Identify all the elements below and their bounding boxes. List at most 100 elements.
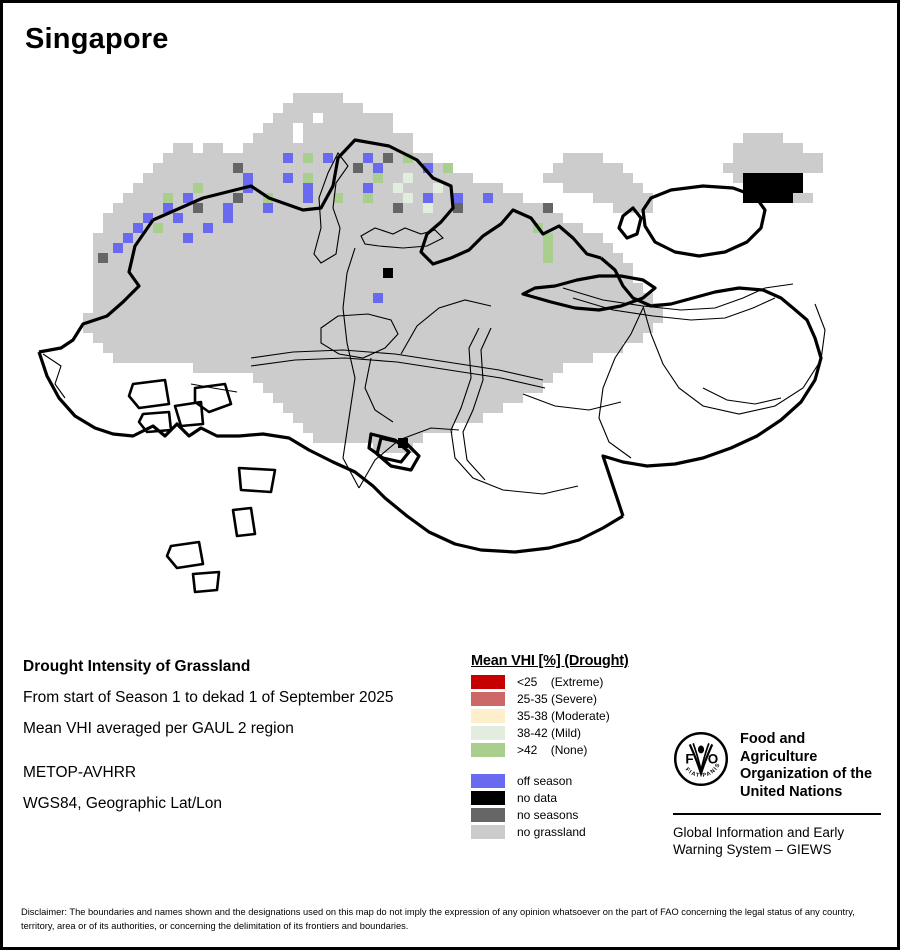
raster-run-no-grassland bbox=[293, 263, 633, 273]
raster-cell-off-season bbox=[423, 193, 433, 203]
raster-run-no-grassland bbox=[93, 233, 393, 243]
raster-cell-off-season bbox=[323, 153, 333, 163]
raster-run-no-grassland bbox=[283, 243, 613, 253]
raster-run-no-grassland bbox=[733, 143, 803, 153]
svg-text:O: O bbox=[708, 751, 718, 766]
map-caption: Drought Intensity of Grassland From star… bbox=[23, 658, 463, 826]
raster-cell-off-season bbox=[363, 153, 373, 163]
legend-swatch-off-season bbox=[471, 773, 505, 788]
legend-row-severe[interactable]: 25-35 (Severe) bbox=[471, 690, 681, 707]
caption-line-projection: WGS84, Geographic Lat/Lon bbox=[23, 795, 223, 813]
legend-row-mild[interactable]: 38-42 (Mild) bbox=[471, 724, 681, 741]
map-legend: Mean VHI [%] (Drought) <25 (Extreme) 25-3… bbox=[471, 653, 681, 840]
raster-run-no-grassland bbox=[733, 153, 823, 163]
raster-cell-mild bbox=[403, 193, 413, 203]
raster-run-no-data bbox=[743, 183, 803, 193]
caption-line-sensor: METOP-AVHRR bbox=[23, 764, 137, 782]
raster-cell-none bbox=[193, 183, 203, 193]
legend-swatch-none bbox=[471, 742, 505, 757]
raster-run-no-grassland bbox=[253, 373, 553, 383]
legend-row-none[interactable]: >42 (None) bbox=[471, 741, 681, 758]
raster-run-no-grassland bbox=[283, 213, 563, 223]
raster-run-no-grassland bbox=[303, 423, 453, 433]
raster-cell-off-season bbox=[373, 293, 383, 303]
raster-cell-off-season bbox=[223, 203, 233, 213]
raster-cell-off-season bbox=[303, 193, 313, 203]
raster-cell-none bbox=[443, 163, 453, 173]
raster-cell-no-data bbox=[383, 268, 393, 278]
raster-cell-no-seasons bbox=[453, 203, 463, 213]
raster-run-no-grassland bbox=[303, 273, 633, 283]
raster-run-no-grassland bbox=[323, 113, 393, 123]
legend-label-severe: 25-35 (Severe) bbox=[517, 691, 598, 706]
raster-run-no-grassland bbox=[113, 353, 593, 363]
raster-cell-off-season bbox=[183, 193, 193, 203]
raster-run-no-grassland bbox=[293, 93, 343, 103]
raster-cell-none bbox=[543, 243, 553, 253]
giews-subtitle: Global Information and Early Warning Syst… bbox=[673, 824, 845, 858]
raster-run-no-grassland bbox=[293, 143, 413, 153]
legend-row-moderate[interactable]: 35-38 (Moderate) bbox=[471, 707, 681, 724]
raster-run-no-grassland bbox=[263, 383, 543, 393]
raster-run-no-grassland bbox=[83, 323, 653, 333]
legend-label-extreme: <25 (Extreme) bbox=[517, 674, 604, 689]
legend-swatch-mild bbox=[471, 725, 505, 740]
fao-branding: F O FIAT PANIS Food and Agriculture Organ… bbox=[673, 731, 885, 859]
caption-line-product: Drought Intensity of Grassland bbox=[23, 658, 251, 675]
raster-cell-no-seasons bbox=[383, 153, 393, 163]
legend-title: Mean VHI [%] (Drought) bbox=[471, 653, 629, 669]
legend-label-none: >42 (None) bbox=[517, 742, 588, 757]
map-canvas[interactable] bbox=[3, 58, 897, 628]
legend-row-no-grassland[interactable]: no grassland bbox=[471, 823, 681, 840]
raster-run-no-grassland bbox=[563, 183, 643, 193]
legend-row-extreme[interactable]: <25 (Extreme) bbox=[471, 673, 681, 690]
raster-run-no-grassland bbox=[93, 273, 453, 283]
raster-run-no-grassland bbox=[193, 363, 563, 373]
raster-run-no-grassland bbox=[543, 173, 633, 183]
legend-class-list: <25 (Extreme) 25-35 (Severe) 35-38 (Modera… bbox=[471, 673, 681, 758]
raster-cell-mild bbox=[433, 183, 443, 193]
raster-run-no-grassland bbox=[373, 443, 413, 453]
legend-swatch-no-data bbox=[471, 790, 505, 805]
legend-swatch-severe bbox=[471, 691, 505, 706]
raster-cell-off-season bbox=[483, 193, 493, 203]
legend-label-no-data: no data bbox=[517, 790, 558, 805]
disclaimer-text: Disclaimer: The boundaries and names sho… bbox=[21, 907, 855, 932]
raster-cell-off-season bbox=[283, 173, 293, 183]
legend-row-no-seasons[interactable]: no seasons bbox=[471, 806, 681, 823]
raster-cell-none bbox=[303, 153, 313, 163]
raster-cell-off-season bbox=[113, 243, 123, 253]
raster-run-no-grassland bbox=[93, 263, 443, 273]
raster-cell-off-season bbox=[423, 163, 433, 173]
raster-cell-none bbox=[373, 173, 383, 183]
raster-run-no-grassland bbox=[273, 113, 313, 123]
raster-run-no-data bbox=[743, 193, 793, 203]
raster-cell-mild bbox=[423, 203, 433, 213]
raster-cell-no-seasons bbox=[193, 203, 203, 213]
legend-status-list: off season no data no seasons no grassland bbox=[471, 772, 681, 840]
legend-row-no-data[interactable]: no data bbox=[471, 789, 681, 806]
legend-row-off-season[interactable]: off season bbox=[471, 772, 681, 789]
caption-line-period: From start of Season 1 to dekad 1 of Sep… bbox=[23, 688, 394, 706]
legend-label-no-seasons: no seasons bbox=[517, 807, 579, 822]
raster-cell-none bbox=[303, 173, 313, 183]
caption-spacer bbox=[23, 750, 463, 764]
raster-run-no-grassland bbox=[103, 213, 373, 223]
admin-boundary-layer bbox=[37, 138, 826, 594]
raster-run-no-grassland bbox=[243, 143, 293, 153]
legend-label-off-season: off season bbox=[517, 773, 573, 788]
raster-run-no-grassland bbox=[593, 193, 653, 203]
legend-label-mild: 38-42 (Mild) bbox=[517, 725, 582, 740]
raster-run-no-grassland bbox=[283, 103, 363, 113]
raster-cell-no-seasons bbox=[233, 193, 243, 203]
raster-run-no-grassland bbox=[263, 123, 293, 133]
legend-swatch-extreme bbox=[471, 674, 505, 689]
legend-swatch-no-seasons bbox=[471, 807, 505, 822]
raster-cell-none bbox=[543, 253, 553, 263]
raster-cell-off-season bbox=[263, 203, 273, 213]
legend-label-moderate: 35-38 (Moderate) bbox=[517, 708, 610, 723]
svg-text:F: F bbox=[685, 751, 693, 766]
raster-run-no-grassland bbox=[283, 203, 543, 213]
raster-run-no-grassland bbox=[103, 343, 623, 353]
